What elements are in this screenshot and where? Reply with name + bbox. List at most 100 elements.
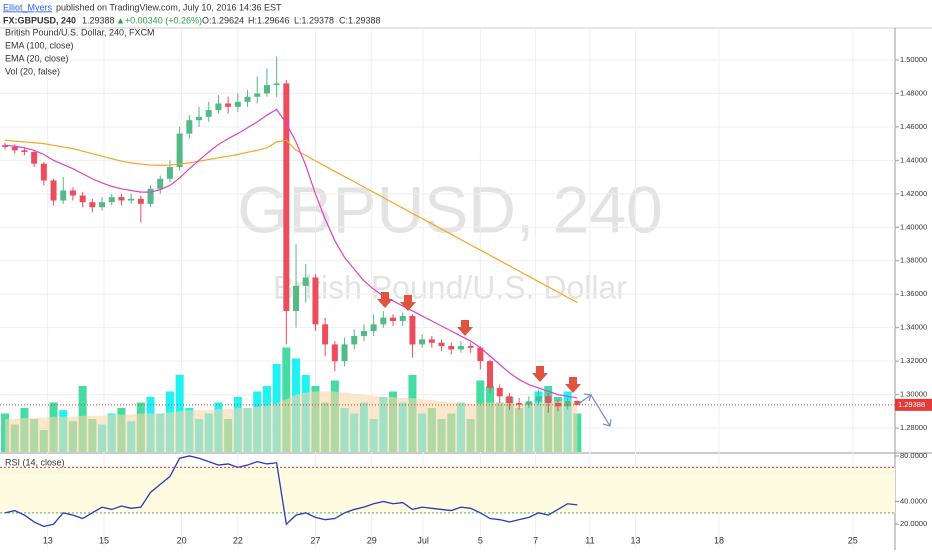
candle-body — [108, 197, 115, 203]
candle-body — [40, 163, 47, 181]
candle-body — [409, 315, 416, 345]
high: H:1.29646 — [248, 15, 290, 25]
watermark-subtitle: British Pound/U.S. Dollar — [273, 269, 627, 305]
candle-body — [506, 396, 513, 403]
y-tick-label: 1.30000 — [900, 390, 927, 399]
candle-body — [419, 339, 426, 345]
ema-line — [4, 139, 578, 304]
candle-body — [118, 197, 125, 201]
candle-body — [428, 339, 435, 343]
x-tick-label: 7 — [533, 535, 538, 545]
rsi-band — [0, 467, 895, 513]
candle-body — [516, 402, 523, 405]
candle-body — [341, 344, 348, 362]
y-tick-label: 1.32000 — [900, 356, 927, 365]
y-tick-label: 1.46000 — [900, 122, 927, 131]
legend-entry: Vol (20, false) — [5, 66, 60, 76]
candle-body — [89, 202, 96, 208]
annotations — [377, 292, 581, 393]
candle-body — [535, 396, 542, 402]
candle-body — [380, 317, 387, 325]
x-tick-label: 22 — [233, 535, 243, 545]
candle-body — [496, 387, 503, 397]
x-tick-label: 15 — [99, 535, 109, 545]
legend-entry: EMA (20, close) — [5, 53, 69, 63]
y-tick-label: 1.36000 — [900, 289, 927, 298]
candle-body — [244, 96, 251, 102]
arrow-head — [602, 418, 612, 427]
candle-body — [293, 285, 300, 311]
candle-body — [225, 103, 232, 107]
candle-body — [176, 133, 183, 168]
close: C:1.29388 — [339, 15, 381, 25]
candle-body — [312, 277, 319, 325]
candle-body — [322, 324, 329, 345]
y-tick-label: 1.42000 — [900, 189, 927, 198]
legend-entry: EMA (100, close) — [5, 40, 74, 50]
published: published on TradingView.com, July 10, 2… — [56, 2, 282, 12]
candle-body — [457, 346, 464, 350]
candle-body — [283, 83, 290, 311]
candle-body — [147, 188, 154, 204]
candle-body — [186, 120, 193, 134]
symbol: FX:GBPUSD, 240 — [3, 15, 76, 25]
candle-body — [50, 180, 57, 201]
arrow — [457, 320, 473, 336]
candle-body — [2, 145, 9, 147]
candle-body — [21, 150, 28, 152]
price: 1.29388 — [82, 15, 115, 25]
candle-body — [554, 402, 561, 407]
x-tick-label: 27 — [310, 535, 320, 545]
candle-body — [234, 101, 241, 107]
candle-body — [79, 195, 86, 203]
candle-body — [137, 198, 144, 204]
last-price-box — [895, 398, 932, 411]
candle-body — [263, 85, 270, 94]
arrow — [400, 295, 416, 311]
candle-body — [196, 116, 203, 121]
x-tick-label: 11 — [585, 535, 594, 545]
volume-ma — [5, 391, 578, 452]
candle-body — [574, 400, 581, 405]
candle-body — [331, 344, 338, 362]
candle-body — [215, 103, 222, 111]
arrow — [532, 366, 548, 382]
arrow — [377, 292, 393, 308]
candle-body — [477, 347, 484, 362]
rsi-tick-label: 20.0000 — [900, 519, 927, 528]
candle-body — [390, 317, 397, 321]
x-tick-label: 13 — [631, 535, 641, 545]
candle-body — [448, 346, 455, 350]
rsi-tick-label: 40.0000 — [900, 496, 927, 505]
y-tick-label: 1.44000 — [900, 155, 927, 164]
candle-body — [166, 167, 173, 179]
candle-body — [467, 346, 474, 348]
candle-body — [11, 146, 18, 151]
rsi-label: RSI (14, close) — [5, 457, 65, 467]
candle-body — [351, 336, 358, 345]
candle-body — [545, 396, 552, 403]
candle-body — [487, 361, 494, 388]
change: ▲+0.00340 (+0.26%) — [116, 15, 202, 25]
x-tick-label: 25 — [848, 535, 858, 545]
arrow-head — [583, 393, 592, 402]
candle-body — [564, 400, 571, 407]
candle-body — [128, 198, 135, 201]
x-tick-label: Jul — [417, 535, 429, 545]
ema-line — [4, 108, 578, 399]
candle-body — [31, 151, 38, 164]
plot — [0, 28, 895, 548]
y-tick-label: 1.34000 — [900, 323, 927, 332]
open: O:1.29624 — [202, 15, 244, 25]
y-tick-label: 1.40000 — [900, 222, 927, 231]
candle-body — [273, 83, 280, 86]
candle-body — [360, 331, 367, 337]
candle-body — [254, 93, 261, 97]
x-tick-label: 29 — [367, 535, 377, 545]
y-tick-label: 1.48000 — [900, 88, 927, 97]
y-tick-label: 1.38000 — [900, 256, 927, 265]
candle-body — [157, 178, 164, 189]
author[interactable]: Elliot_Myers — [3, 2, 53, 12]
